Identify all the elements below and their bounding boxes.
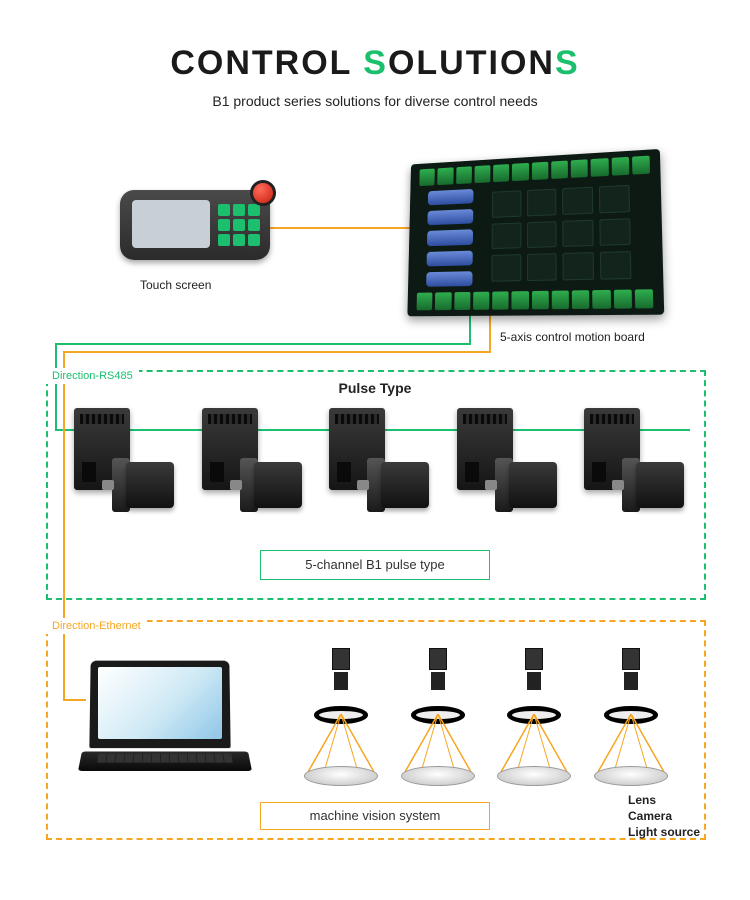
servo-row: [70, 408, 690, 528]
touchscreen-pendant: [120, 190, 280, 270]
servo-unit: [70, 408, 180, 528]
pulse-heading: Pulse Type: [0, 380, 750, 396]
motion-controller-board: [407, 149, 664, 316]
legend-light: Light source: [628, 824, 700, 840]
page-title: CONTROL SOLUTIONS: [0, 0, 750, 83]
estop-icon: [250, 180, 276, 206]
vision-row: [300, 648, 670, 798]
controller-label: 5-axis control motion board: [500, 330, 645, 344]
servo-unit: [325, 408, 435, 528]
page-subtitle: B1 product series solutions for diverse …: [0, 93, 750, 109]
servo-unit: [198, 408, 308, 528]
ethernet-tag: Direction-Ethernet: [46, 618, 147, 634]
vision-station: [397, 648, 477, 798]
lens-icon: [334, 672, 348, 690]
servo-unit: [580, 408, 690, 528]
laptop: [80, 660, 250, 780]
vision-station: [300, 648, 380, 798]
vision-system-box: machine vision system: [260, 802, 490, 830]
title-part-4: S: [555, 44, 580, 82]
legend-lens: Lens: [628, 792, 700, 808]
camera-icon: [332, 648, 350, 670]
title-part-3: OLUTION: [388, 44, 555, 82]
touchscreen-label: Touch screen: [140, 278, 211, 292]
pulse-type-box: 5-channel B1 pulse type: [260, 550, 490, 580]
title-part-1: CONTROL: [170, 44, 363, 82]
vision-station: [590, 648, 670, 798]
vision-legend: Lens Camera Light source: [628, 792, 700, 841]
servo-unit: [453, 408, 563, 528]
legend-camera: Camera: [628, 808, 700, 824]
vision-station: [493, 648, 573, 798]
title-part-2: S: [363, 44, 388, 82]
